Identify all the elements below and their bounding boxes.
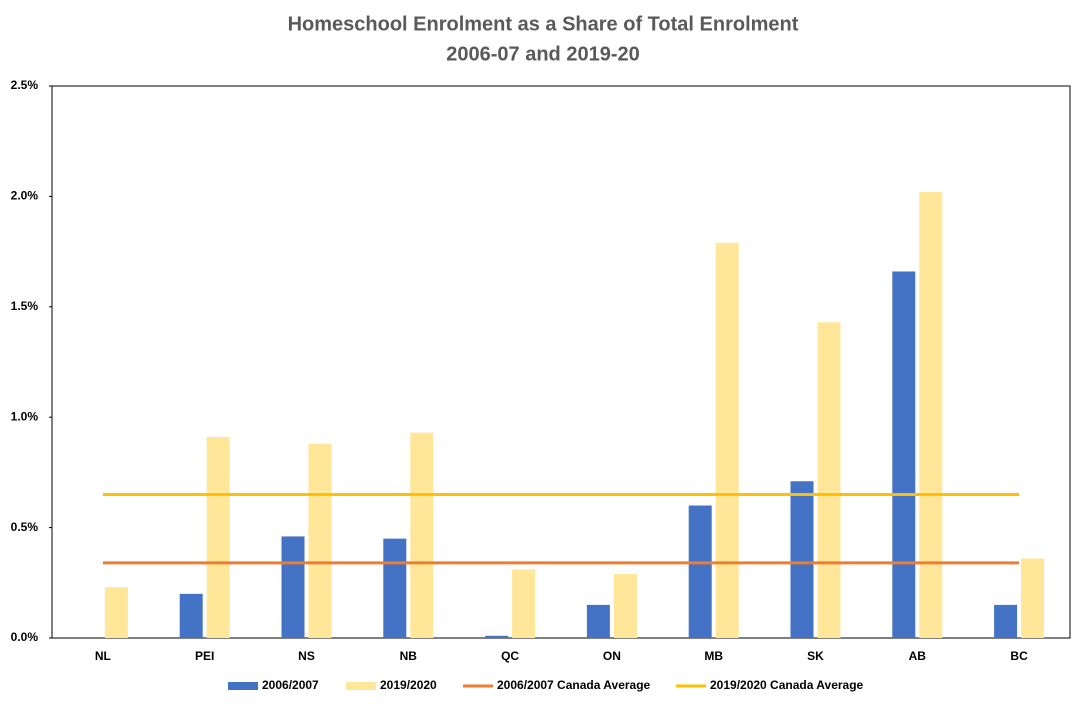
legend-label: 2006/2007 bbox=[262, 678, 319, 692]
y-tick-label: 2.5% bbox=[11, 78, 39, 92]
bar bbox=[586, 604, 610, 638]
bar bbox=[1021, 558, 1045, 638]
x-tick-label: NS bbox=[298, 649, 315, 663]
y-tick-label: 2.0% bbox=[11, 189, 39, 203]
x-tick-label: SK bbox=[807, 649, 824, 663]
legend-swatch bbox=[346, 682, 376, 690]
bar bbox=[410, 432, 434, 638]
bar bbox=[688, 505, 712, 638]
y-tick-label: 0.0% bbox=[11, 630, 39, 644]
bar bbox=[104, 587, 128, 638]
legend-label: 2019/2020 bbox=[380, 678, 437, 692]
bar bbox=[512, 569, 536, 638]
bar bbox=[817, 322, 841, 638]
plot-area bbox=[51, 85, 1071, 639]
bar bbox=[919, 191, 943, 638]
legend-label: 2006/2007 Canada Average bbox=[497, 678, 651, 692]
bar bbox=[892, 271, 916, 638]
x-tick-label: QC bbox=[501, 649, 519, 663]
bar bbox=[383, 538, 407, 638]
bar bbox=[994, 604, 1018, 638]
bar bbox=[613, 573, 637, 638]
y-tick-label: 0.5% bbox=[11, 520, 39, 534]
x-tick-label: NB bbox=[400, 649, 418, 663]
bar bbox=[790, 481, 814, 638]
x-tick-label: ON bbox=[603, 649, 621, 663]
x-tick-label: BC bbox=[1010, 649, 1028, 663]
y-tick-label: 1.5% bbox=[11, 299, 39, 313]
x-tick-label: MB bbox=[704, 649, 723, 663]
x-tick-label: AB bbox=[909, 649, 927, 663]
bar bbox=[485, 635, 509, 638]
bar bbox=[281, 536, 305, 638]
chart-subtitle: 2006-07 and 2019-20 bbox=[446, 43, 639, 65]
bar bbox=[179, 593, 203, 638]
bar bbox=[206, 437, 230, 638]
y-tick-label: 1.0% bbox=[11, 409, 39, 423]
x-tick-label: PEI bbox=[195, 649, 214, 663]
legend-swatch bbox=[228, 682, 258, 690]
bar bbox=[308, 443, 332, 638]
x-tick-label: NL bbox=[95, 649, 111, 663]
chart-title: Homeschool Enrolment as a Share of Total… bbox=[288, 13, 799, 35]
bar bbox=[715, 242, 739, 638]
legend-label: 2019/2020 Canada Average bbox=[710, 678, 864, 692]
